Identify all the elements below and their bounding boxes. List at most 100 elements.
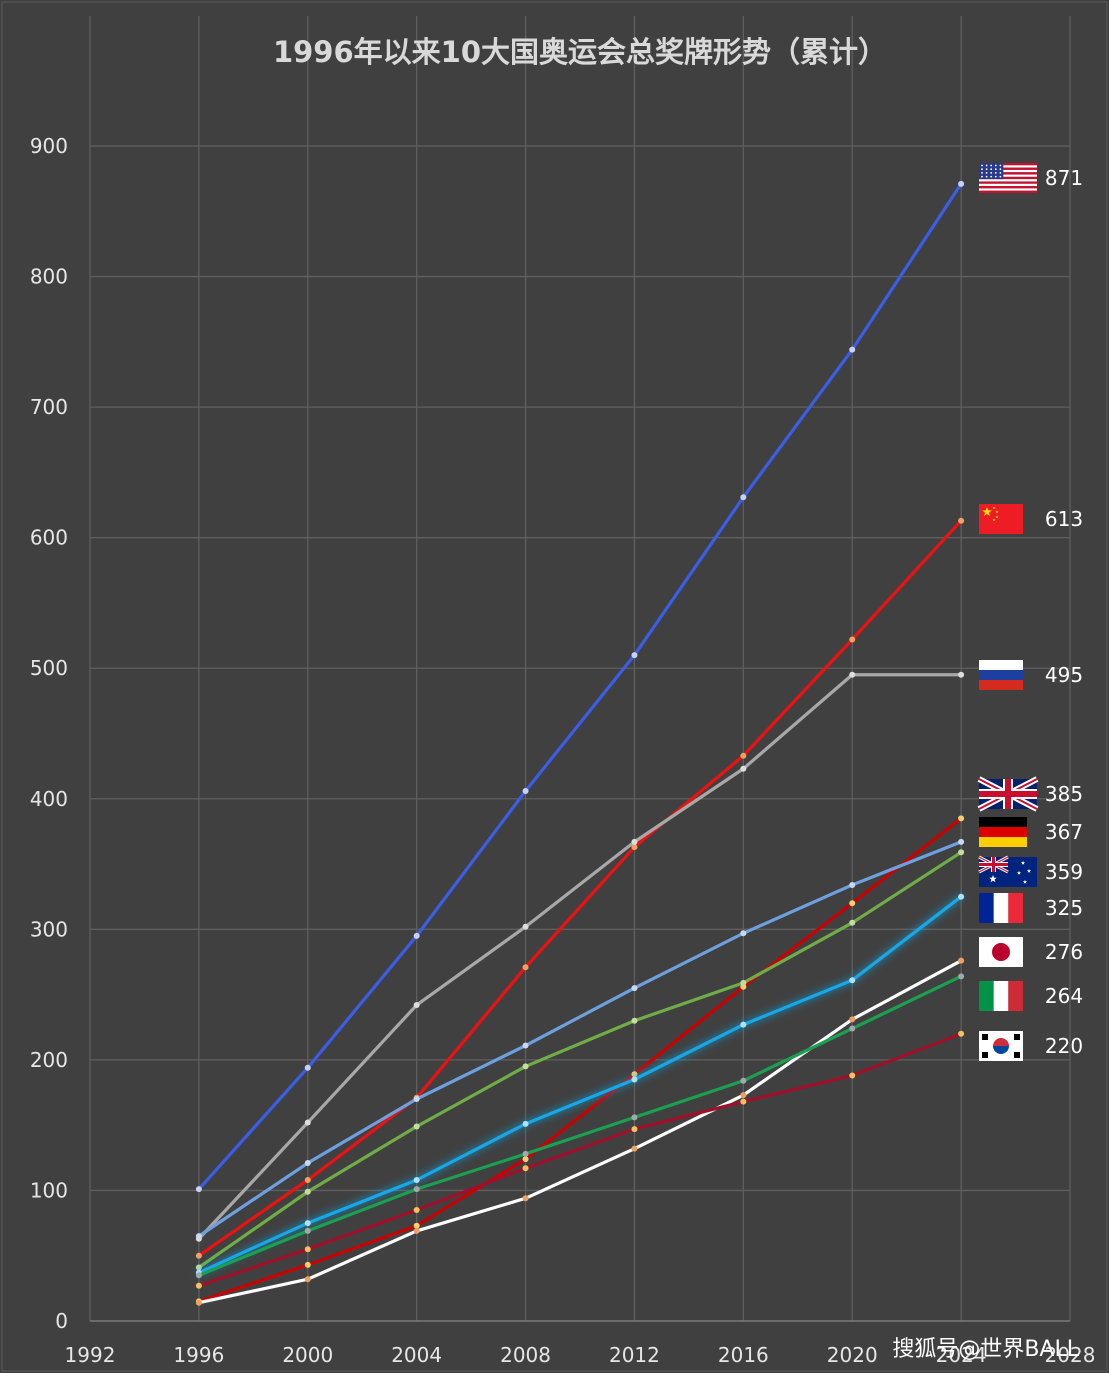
chart-title: 1996年以来10大国奥运会总奖牌形势（累计） (273, 35, 887, 69)
series-line-ru (197, 673, 963, 1241)
data-point-jp (631, 1145, 638, 1152)
series-lines (195, 180, 965, 1306)
data-point-it (740, 1077, 747, 1084)
grid (89, 16, 1071, 1321)
data-point-it (631, 1114, 638, 1121)
data-point-it (958, 973, 965, 980)
flag-cn-icon (979, 504, 1023, 534)
data-point-cn (522, 964, 529, 971)
data-point-kr (631, 1126, 638, 1133)
end-value-label: 613 (1045, 507, 1083, 531)
x-tick-label: 1992 (65, 1343, 116, 1367)
data-point-ru (304, 1119, 311, 1126)
y-tick-label: 200 (30, 1048, 68, 1072)
data-point-fr (740, 1021, 747, 1028)
data-point-kr (522, 1165, 529, 1172)
end-value-label: 264 (1045, 984, 1083, 1008)
data-point-us (413, 932, 420, 939)
x-tick-label: 2012 (609, 1343, 660, 1367)
data-point-kr (740, 1098, 747, 1105)
end-value-label: 385 (1045, 782, 1083, 806)
data-point-au (849, 919, 856, 926)
end-value-label: 495 (1045, 663, 1083, 687)
data-point-cn (849, 636, 856, 643)
x-tick-label: 2016 (718, 1343, 769, 1367)
watermark: 搜狐号@世界BALL (892, 1337, 1079, 1362)
data-point-au (740, 979, 747, 986)
data-point-au (631, 1017, 638, 1024)
data-point-fr (413, 1177, 420, 1183)
data-point-us (849, 346, 856, 353)
end-value-label: 871 (1045, 166, 1083, 190)
data-point-fr (958, 893, 965, 900)
data-point-ru (849, 671, 856, 678)
series-line-fr (197, 895, 963, 1275)
flag-de-icon (979, 817, 1027, 847)
data-point-au (413, 1123, 420, 1130)
data-point-fr (522, 1120, 529, 1127)
end-value-label: 359 (1045, 860, 1083, 884)
end-value-label: 325 (1045, 896, 1083, 920)
data-point-ru (413, 1002, 420, 1009)
data-point-kr (195, 1282, 202, 1289)
data-point-us (195, 1186, 202, 1193)
data-point-it (413, 1186, 420, 1193)
data-point-jp (522, 1195, 529, 1202)
series-line-au (197, 850, 963, 1270)
flag-fr-icon (979, 893, 1023, 923)
y-tick-label: 500 (30, 656, 68, 680)
flag-gb-icon (977, 776, 1039, 812)
data-point-kr (304, 1246, 311, 1253)
data-point-gb (522, 1156, 529, 1163)
data-point-de (522, 1042, 529, 1049)
data-point-fr (849, 977, 856, 984)
data-point-au (195, 1264, 202, 1271)
series-line-gb (197, 816, 963, 1304)
x-tick-label: 2008 (500, 1343, 551, 1367)
x-tick-label: 1996 (173, 1343, 224, 1367)
data-point-gb (631, 1071, 638, 1078)
data-point-de (195, 1233, 202, 1240)
series-line-kr (197, 1032, 963, 1288)
y-tick-label: 100 (30, 1178, 68, 1202)
flag-it-icon (979, 981, 1023, 1011)
data-point-jp (195, 1299, 202, 1306)
data-point-au (304, 1188, 311, 1195)
x-tick-label: 2020 (827, 1343, 878, 1367)
flag-us-icon (979, 163, 1037, 193)
data-point-it (195, 1272, 202, 1279)
data-point-us (304, 1064, 311, 1071)
x-tick-label: 2000 (282, 1343, 333, 1367)
data-point-cn (740, 752, 747, 759)
data-point-jp (413, 1227, 420, 1234)
flag-au-icon (978, 855, 1037, 887)
data-point-au (522, 1063, 529, 1070)
series-line-de (197, 840, 963, 1238)
data-point-jp (958, 957, 965, 964)
data-point-gb (849, 900, 856, 907)
axes: 0 100 200 300 400 500 600 700 800 900 1992 1996 2000… (30, 134, 1096, 1367)
end-value-label: 220 (1045, 1034, 1083, 1058)
data-point-de (958, 838, 965, 845)
x-tick-label: 2004 (391, 1343, 442, 1367)
data-point-cn (631, 844, 638, 851)
y-tick-label: 900 (30, 134, 68, 158)
data-point-gb (958, 815, 965, 822)
series-line-cn (197, 519, 963, 1258)
data-point-us (631, 652, 638, 659)
data-point-it (304, 1227, 311, 1234)
data-point-ru (522, 923, 529, 930)
x-tick-label: 2024 (936, 1343, 987, 1367)
data-point-cn (195, 1252, 202, 1259)
data-point-kr (849, 1072, 856, 1079)
data-point-jp (849, 1016, 856, 1023)
data-point-us (958, 180, 965, 187)
data-point-au (958, 849, 965, 856)
data-point-de (413, 1096, 420, 1103)
y-tick-label: 700 (30, 395, 68, 419)
x-tick-label: 2028 (1045, 1343, 1096, 1367)
series-line-jp (197, 959, 963, 1305)
